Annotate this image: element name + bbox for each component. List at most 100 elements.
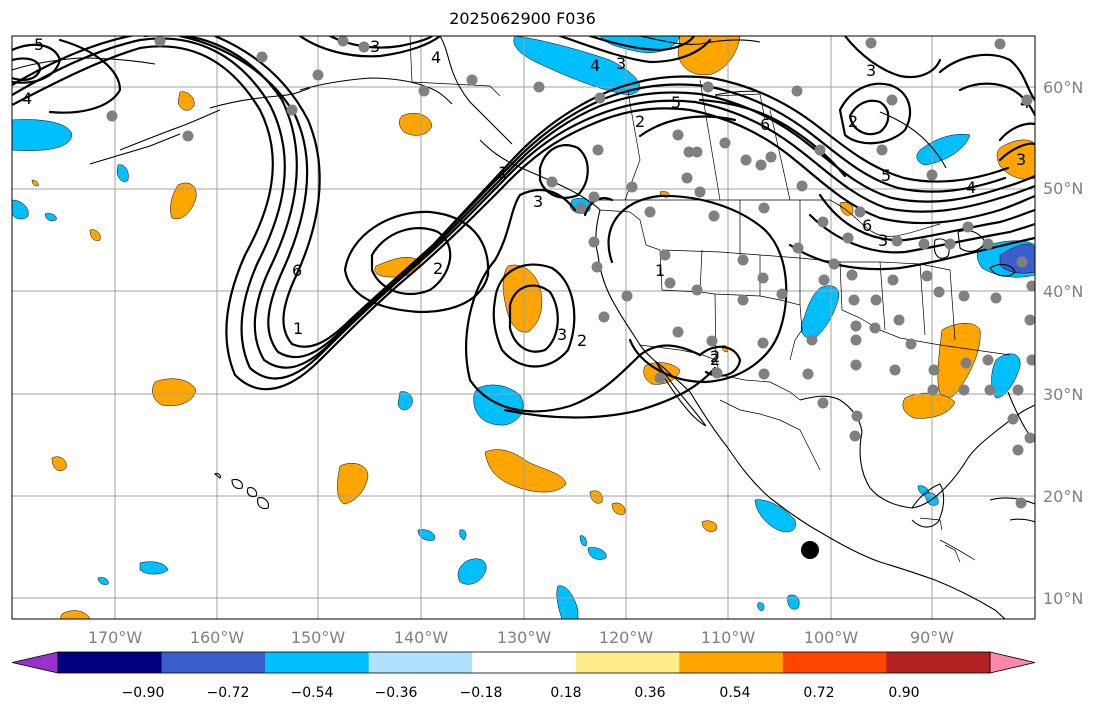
contour-label: 4 (966, 178, 976, 197)
station-dot (1021, 94, 1033, 106)
station-dot (958, 384, 970, 396)
station-dot (893, 314, 905, 326)
contour-label: 5 (34, 35, 44, 54)
station-dot (850, 334, 862, 346)
contour-label: 2 (635, 112, 645, 131)
station-dot (791, 85, 803, 97)
contour-label: 3 (866, 61, 876, 80)
contour-label: 2 (577, 331, 587, 350)
colorbar-segment (161, 652, 266, 673)
station-dot (1024, 432, 1035, 444)
station-dot (256, 51, 268, 63)
contour-label: 3 (370, 37, 380, 56)
colorbar-segment (886, 652, 991, 673)
station-dot (337, 36, 349, 47)
station-dot (546, 176, 558, 188)
station-dot (466, 74, 478, 86)
lat-tick-label: 30°N (1043, 385, 1083, 404)
station-dot (654, 372, 666, 384)
contour-label: 5 (881, 166, 891, 185)
station-dot (154, 36, 166, 47)
station-dot (312, 69, 324, 81)
station-dot (817, 397, 829, 409)
station-dot (796, 180, 808, 192)
contour-label: 2 (433, 259, 443, 278)
station-dot (672, 326, 684, 338)
station-dot (1007, 413, 1019, 425)
contour-label: 2 (710, 347, 720, 366)
station-dot (869, 322, 881, 334)
lon-tick-label: 100°W (804, 628, 859, 647)
station-dot (626, 181, 638, 193)
station-dot (533, 81, 545, 93)
station-dot (691, 284, 703, 296)
contour-label: 6 (292, 261, 302, 280)
station-dot (644, 206, 656, 218)
colorbar-tick-label: −0.18 (460, 685, 503, 701)
station-dot (776, 288, 788, 300)
station-dot (886, 94, 898, 106)
lat-tick-label: 60°N (1043, 78, 1083, 97)
station-dot (818, 274, 830, 286)
contour-label: 1 (498, 163, 508, 182)
station-dot (757, 272, 769, 284)
station-dot (806, 334, 818, 346)
station-dot (592, 144, 604, 156)
latitude-tick-labels: 10°N 20°N 30°N 40°N 50°N 60°N (1043, 78, 1083, 608)
station-dot (706, 335, 718, 347)
lon-tick-label: 120°W (599, 628, 654, 647)
station-dot (865, 37, 877, 49)
station-dot (887, 274, 899, 286)
gridlines (12, 36, 1035, 619)
station-dot (621, 290, 633, 302)
colorbar-tick-label: 0.36 (634, 685, 665, 701)
station-dot (889, 364, 901, 376)
colorbar-tick-label: −0.90 (122, 685, 165, 701)
station-dot (842, 232, 854, 244)
contour-label: 2 (848, 112, 858, 131)
colorbar-segment (368, 652, 473, 673)
station-dot (933, 286, 945, 298)
contour-label: 3 (557, 325, 567, 344)
station-dot (854, 206, 866, 218)
colorbar-segment (575, 652, 680, 673)
station-dot (737, 254, 749, 266)
lat-tick-label: 40°N (1043, 282, 1083, 301)
station-dot (757, 337, 769, 349)
station-dot (588, 191, 600, 203)
station-markers (106, 36, 1035, 509)
station-dot (982, 354, 994, 366)
station-dot (659, 249, 671, 261)
station-dot (846, 269, 858, 281)
station-dot (702, 81, 714, 93)
station-dot (792, 242, 804, 254)
station-dot (1012, 384, 1024, 396)
station-dot (358, 41, 370, 53)
colorbar-extend-min (11, 651, 59, 674)
contour-label: 4 (22, 89, 32, 108)
station-dot (848, 294, 860, 306)
colorbar-tick-label: 0.54 (719, 685, 750, 701)
contour-label: 4 (590, 56, 600, 75)
map-frame (11, 35, 1036, 620)
colorbar-frame (57, 651, 991, 674)
colorbar-tick-label: −0.36 (375, 685, 418, 701)
colorbar-tick-label: 0.18 (550, 685, 581, 701)
anomaly-shading (12, 36, 1035, 619)
station-dot (598, 311, 610, 323)
contour-label: 3 (878, 231, 888, 250)
station-dot (758, 368, 770, 380)
contour-label: 3 (533, 192, 543, 211)
station-dot (928, 364, 940, 376)
station-dot (926, 169, 938, 181)
station-dot (876, 144, 888, 156)
station-dot (891, 235, 903, 247)
station-dot (817, 216, 829, 228)
lon-tick-label: 140°W (394, 628, 449, 647)
colorbar-segment (265, 652, 370, 673)
station-dot (1024, 314, 1035, 326)
station-dot (683, 146, 695, 158)
colorbar-tick-label: −0.54 (291, 685, 334, 701)
station-dot (765, 151, 777, 163)
